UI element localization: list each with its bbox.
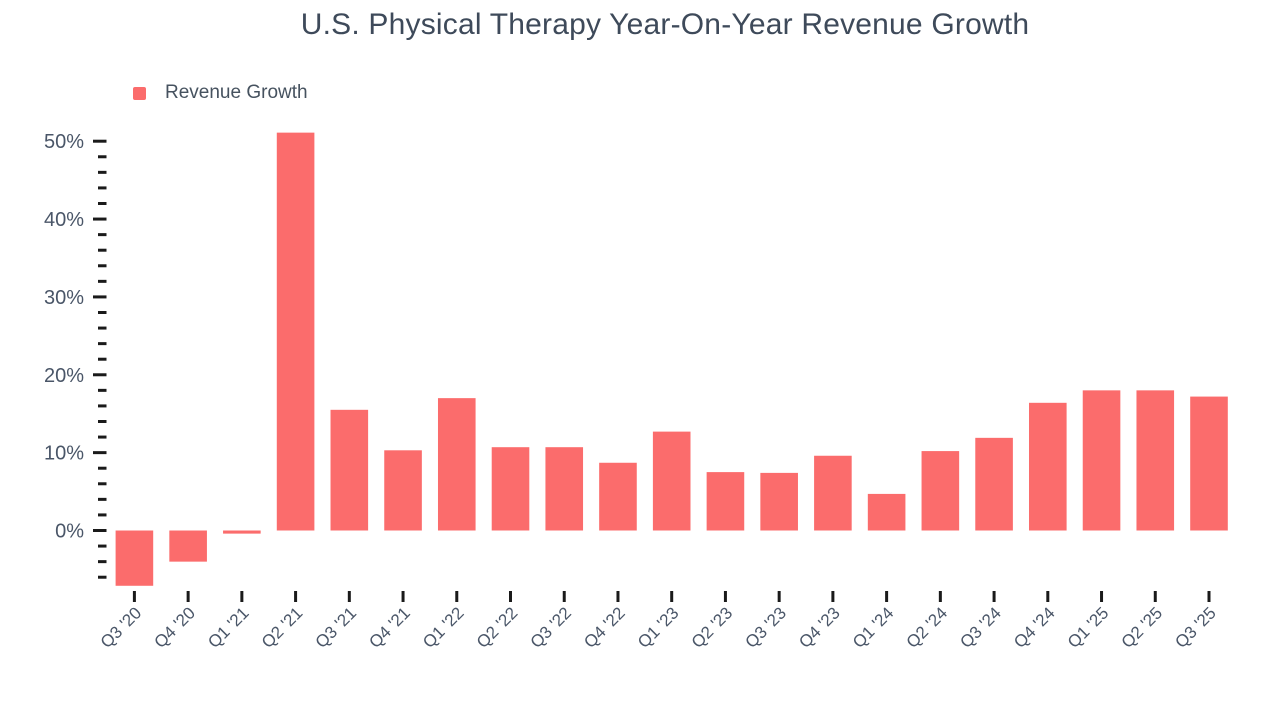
bar-q1-23[interactable] (652, 431, 691, 531)
x-tick-label-q2-23: Q2 '23 (688, 603, 736, 651)
x-tick-label-q3-25: Q3 '25 (1171, 603, 1219, 651)
bar-q4-24[interactable] (1029, 402, 1067, 531)
x-tick-label-q1-22: Q1 '22 (419, 603, 467, 651)
bar-q4-22[interactable] (599, 462, 637, 531)
chart-title: U.S. Physical Therapy Year-On-Year Reven… (300, 8, 1030, 41)
y-tick-label: 50% (44, 131, 84, 153)
x-tick-label-q1-23: Q1 '23 (634, 603, 682, 651)
x-tick-label-q2-24: Q2 '24 (903, 603, 951, 651)
bar-q2-22[interactable] (491, 447, 530, 531)
legend-item-label: Revenue Growth (165, 82, 308, 103)
bar-q4-21[interactable] (384, 450, 422, 531)
bar-q2-24[interactable] (921, 451, 960, 531)
x-tick-label-q2-21: Q2 '21 (258, 603, 306, 651)
x-tick-label-q3-21: Q3 '21 (312, 603, 360, 651)
x-tick-label-q4-24: Q4 '24 (1010, 603, 1058, 651)
bar-q3-25[interactable] (1190, 396, 1228, 531)
x-tick-label-q2-22: Q2 '22 (473, 603, 521, 651)
bar-q1-21[interactable] (223, 530, 261, 534)
x-tick-label-q3-20: Q3 '20 (97, 603, 145, 651)
x-tick-label-q4-23: Q4 '23 (795, 603, 843, 651)
legend-swatch-icon (133, 86, 146, 100)
bar-q3-21[interactable] (330, 409, 369, 531)
x-tick-label-q4-21: Q4 '21 (365, 603, 413, 651)
y-tick-label: 20% (44, 365, 84, 387)
y-tick-label: 40% (44, 209, 84, 231)
bar-q4-20[interactable] (169, 530, 207, 562)
y-tick-label: 0% (55, 521, 84, 543)
bar-q2-23[interactable] (706, 472, 745, 531)
x-tick-label-q4-22: Q4 '22 (580, 603, 628, 651)
x-tick-label-q4-20: Q4 '20 (150, 603, 198, 651)
x-tick-label-q2-25: Q2 '25 (1118, 603, 1166, 651)
y-tick-label: 30% (44, 287, 84, 309)
x-tick-label-q1-24: Q1 '24 (849, 603, 897, 651)
legend-item-revenue-growth[interactable]: Revenue Growth (133, 82, 308, 104)
bar-q3-20[interactable] (115, 530, 154, 586)
x-tick-label-q1-21: Q1 '21 (204, 603, 252, 651)
bar-q3-22[interactable] (545, 447, 584, 531)
bar-q1-22[interactable] (437, 398, 476, 531)
x-tick-label-q3-24: Q3 '24 (956, 603, 1004, 651)
bar-q1-25[interactable] (1082, 390, 1121, 531)
bar-q4-23[interactable] (814, 455, 852, 531)
bar-q3-23[interactable] (760, 472, 798, 531)
bar-q2-21[interactable] (276, 132, 315, 531)
x-tick-label-q1-25: Q1 '25 (1064, 603, 1112, 651)
x-tick-label-q3-23: Q3 '23 (742, 603, 790, 651)
x-tick-label-q3-22: Q3 '22 (527, 603, 575, 651)
y-tick-label: 10% (44, 443, 84, 465)
bar-q3-24[interactable] (975, 437, 1013, 531)
bar-q2-25[interactable] (1136, 390, 1175, 531)
bar-q1-24[interactable] (867, 493, 906, 531)
